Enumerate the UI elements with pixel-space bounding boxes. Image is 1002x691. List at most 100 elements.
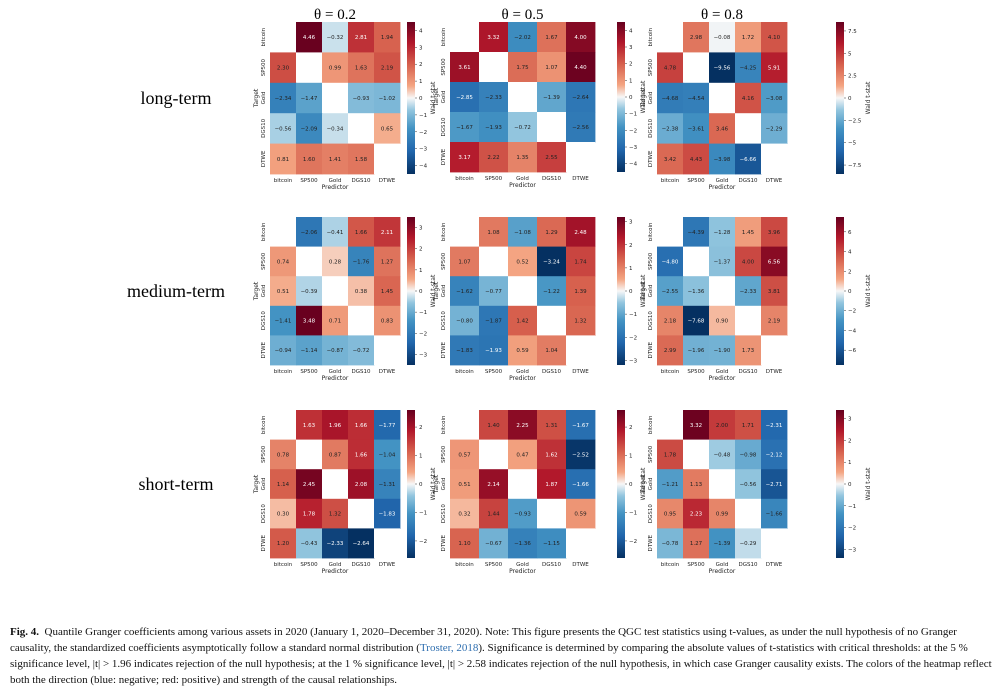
y-tick-label: Gold [648, 478, 654, 491]
heatmap-cell-value: 5.91 [768, 66, 780, 72]
x-tick-label: DGS10 [542, 176, 561, 182]
y-tick-label: bitcoin [441, 415, 447, 434]
heatmap-cell-value: 2.81 [355, 35, 367, 41]
heatmap-cell [683, 143, 710, 175]
heatmap-cell [566, 410, 596, 440]
heatmap-cell-value: 2.25 [516, 423, 529, 429]
y-tick-label: SP500 [261, 445, 267, 463]
y-tick-label: SP500 [441, 58, 447, 76]
heatmap-cell-value: −1.83 [379, 512, 396, 518]
heatmap-cell [508, 112, 538, 143]
heatmap-cell [709, 528, 736, 559]
y-axis-title: Target [433, 281, 440, 301]
heatmap-cell-value: −1.14 [301, 348, 318, 354]
y-tick-label: DTWE [261, 341, 267, 358]
heatmap-cell [761, 410, 788, 440]
heatmap-cell-value: 0.87 [329, 452, 342, 458]
y-tick-label: DGS10 [648, 311, 654, 330]
heatmap-cell [683, 113, 710, 144]
heatmap-cell [735, 528, 762, 559]
heatmap-cell-value: 1.42 [516, 319, 528, 325]
heatmap-cell-empty [735, 113, 761, 144]
heatmap-cell [450, 439, 480, 470]
x-tick-label: DTWE [379, 369, 396, 375]
heatmap-cell [709, 143, 736, 175]
heatmap-cell [296, 335, 323, 366]
heatmap-cell-value: 1.74 [574, 259, 587, 265]
heatmap-cell-empty [537, 112, 566, 142]
row-title-term: long-term [141, 88, 212, 108]
heatmap-cell [479, 528, 509, 559]
heatmap-cell-value: −3.24 [543, 259, 560, 265]
heatmap-cell [348, 82, 375, 114]
heatmap-cell-empty [566, 335, 595, 365]
y-tick-label: DTWE [648, 534, 654, 551]
y-tick-label: Gold [648, 92, 654, 105]
heatmap-cell [657, 528, 684, 559]
heatmap-cell-value: 0.32 [458, 512, 470, 518]
heatmap-cell [735, 82, 762, 114]
y-tick-label: SP500 [648, 58, 654, 76]
heatmap-cell [270, 143, 297, 175]
heatmap-cell-value: −1.90 [714, 348, 731, 354]
heatmap-cell [761, 52, 788, 84]
heatmap-cell [270, 528, 297, 559]
heatmap-cell-empty [735, 498, 761, 529]
x-tick-label: DTWE [572, 562, 589, 568]
y-tick-label: bitcoin [441, 27, 447, 46]
heatmap-cell [657, 469, 684, 500]
heatmap-cell-empty [508, 82, 537, 112]
heatmap-cell-value: −0.43 [301, 541, 318, 547]
x-axis-title: Predictor [509, 182, 536, 189]
colorbar [617, 22, 625, 172]
heatmap-cell [683, 276, 710, 307]
heatmap-cell-value: −0.98 [740, 452, 757, 458]
heatmap-cell-value: 0.74 [277, 259, 290, 265]
heatmap-cell [479, 469, 509, 500]
colorbar-tick-label: 2 [848, 269, 852, 275]
heatmap-cell-value: −1.93 [485, 348, 502, 354]
heatmap-cell-value: 1.07 [545, 65, 558, 71]
heatmap-cell-value: 1.63 [355, 66, 368, 72]
heatmap-cell-value: 0.51 [458, 482, 470, 488]
heatmap-cell-value: 3.32 [487, 35, 499, 41]
heatmap-cell [374, 276, 401, 307]
heatmap-cell [270, 52, 297, 84]
caption-citation-link[interactable]: Troster, 2018 [419, 642, 479, 654]
heatmap-cell [374, 305, 401, 336]
heatmap-cell [508, 528, 538, 559]
heatmap-panel: 3.32 2.00 1.71 −2.31 1.78 −0.48 −0.98 −2.12 −1.2… [640, 410, 872, 575]
heatmap-cell [735, 276, 762, 307]
heatmap-cell [537, 439, 567, 470]
heatmap-cell-value: −0.72 [353, 348, 370, 354]
x-tick-label: Gold [516, 562, 529, 568]
heatmap-cell-value: −1.39 [543, 95, 560, 101]
y-tick-label: DGS10 [648, 504, 654, 523]
heatmap-cell-empty [270, 22, 296, 53]
colorbar-tick-label: −1 [419, 510, 427, 516]
heatmap-cell [348, 22, 375, 53]
colorbar-tick-label: −2 [629, 335, 637, 341]
y-tick-label: bitcoin [648, 415, 654, 434]
heatmap-cell-value: −2.64 [353, 541, 370, 547]
heatmap-cell-value: −4.39 [688, 230, 705, 236]
heatmap-cell-value: 2.08 [355, 482, 368, 488]
heatmap-cell-value: 1.14 [277, 482, 290, 488]
heatmap-cell-value: −1.31 [379, 482, 396, 488]
heatmap-cell-empty [479, 246, 508, 277]
heatmap-cell-empty [709, 469, 735, 499]
heatmap-cell-value: −2.71 [766, 482, 783, 488]
heatmap-cell-value: 1.63 [303, 423, 316, 429]
x-tick-label: SP500 [485, 369, 503, 375]
heatmap-cell [322, 246, 349, 277]
heatmap-cell-empty [537, 498, 566, 529]
heatmap-cell-value: 1.13 [690, 482, 703, 488]
x-axis-title: Predictor [709, 184, 736, 191]
x-tick-label: Gold [329, 178, 342, 184]
heatmap-cell-value: 4.10 [768, 35, 781, 41]
heatmap-cell [537, 142, 567, 173]
heatmap-cell [374, 410, 401, 440]
heatmap-cell-value: 2.99 [664, 348, 677, 354]
heatmap-cell [450, 528, 480, 559]
colorbar-tick-label: 1 [419, 454, 423, 460]
